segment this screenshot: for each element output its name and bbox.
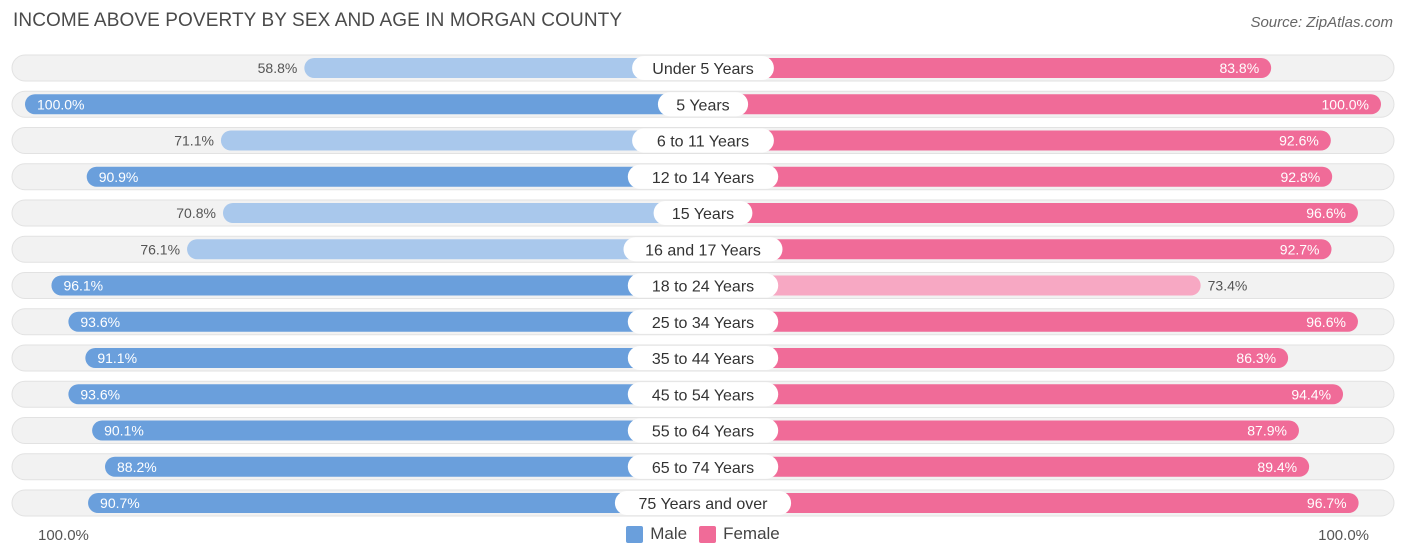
bar-male bbox=[304, 58, 703, 78]
category-pill bbox=[627, 454, 779, 479]
bar-female bbox=[703, 166, 1333, 187]
bar-female bbox=[703, 456, 1310, 477]
chart-title: INCOME ABOVE POVERTY BY SEX AND AGE IN M… bbox=[13, 10, 623, 31]
bar-female bbox=[703, 94, 1381, 115]
bar-female bbox=[703, 58, 1272, 78]
data-label-female: 86.3% bbox=[1236, 350, 1276, 366]
bar-female bbox=[703, 493, 1359, 513]
data-label-male: 96.1% bbox=[63, 278, 103, 294]
category-pill bbox=[627, 346, 779, 370]
bar-female bbox=[703, 384, 1344, 405]
category-label: 65 to 74 Years bbox=[652, 460, 754, 477]
category-pill bbox=[627, 418, 779, 443]
bar-male bbox=[68, 384, 704, 405]
category-pill bbox=[653, 201, 753, 225]
data-label-male: 90.1% bbox=[104, 423, 144, 439]
data-label-male: 90.9% bbox=[99, 169, 139, 185]
legend-label-male: Male bbox=[650, 524, 688, 543]
bar-female bbox=[703, 348, 1289, 368]
category-label: 16 and 17 Years bbox=[645, 242, 761, 259]
category-pill bbox=[627, 309, 779, 334]
data-label-male: 90.7% bbox=[100, 495, 140, 511]
category-label: 25 to 34 Years bbox=[652, 315, 754, 332]
bar-female bbox=[703, 275, 1201, 296]
data-label-female: 92.6% bbox=[1279, 133, 1319, 149]
data-label-male: 70.8% bbox=[176, 205, 216, 221]
chart-plot: 58.8% 83.8% Under 5 Years 100.0% 100.0% 5 Yea… bbox=[11, 54, 1395, 517]
category-pill bbox=[614, 491, 792, 515]
legend-item-female: Female bbox=[699, 524, 780, 544]
bar-male bbox=[25, 94, 703, 115]
data-label-female: 87.9% bbox=[1247, 423, 1287, 439]
data-label-female: 83.8% bbox=[1219, 60, 1259, 76]
legend-label-female: Female bbox=[723, 524, 780, 543]
category-label: 18 to 24 Years bbox=[652, 279, 754, 296]
category-pill bbox=[627, 164, 779, 189]
category-label: 45 to 54 Years bbox=[652, 387, 754, 404]
data-label-male: 58.8% bbox=[258, 60, 298, 76]
bar-male bbox=[220, 130, 703, 151]
category-label: 75 Years and over bbox=[639, 496, 769, 513]
legend-swatch-female bbox=[699, 525, 717, 543]
data-label-female: 92.8% bbox=[1280, 169, 1320, 185]
data-label-female: 96.6% bbox=[1306, 314, 1346, 330]
category-label: 55 to 64 Years bbox=[652, 424, 754, 441]
category-pill bbox=[627, 273, 779, 298]
data-label-male: 88.2% bbox=[117, 459, 157, 475]
axis-right-label: 100.0% bbox=[1318, 527, 1369, 544]
data-label-male: 91.1% bbox=[97, 350, 137, 366]
bar-female bbox=[703, 130, 1331, 151]
category-pill bbox=[632, 56, 774, 80]
data-label-female: 89.4% bbox=[1257, 459, 1297, 475]
axis-left-label: 100.0% bbox=[38, 527, 89, 544]
bar-male bbox=[85, 348, 704, 368]
bar-female bbox=[703, 311, 1358, 332]
data-label-male: 76.1% bbox=[140, 241, 180, 257]
category-label: 6 to 11 Years bbox=[657, 134, 749, 151]
bar-female bbox=[703, 203, 1358, 223]
data-label-male: 93.6% bbox=[80, 386, 120, 402]
category-pill bbox=[623, 237, 783, 262]
data-label-female: 94.4% bbox=[1291, 386, 1331, 402]
data-label-female: 100.0% bbox=[1322, 96, 1369, 112]
chart-source: Source: ZipAtlas.com bbox=[1250, 14, 1393, 31]
legend-swatch-male bbox=[626, 525, 644, 543]
data-label-female: 96.7% bbox=[1307, 495, 1347, 511]
category-pill bbox=[627, 382, 779, 407]
category-label: 5 Years bbox=[676, 97, 729, 114]
category-pill bbox=[632, 128, 774, 153]
bar-male bbox=[88, 493, 703, 513]
data-label-male: 100.0% bbox=[37, 96, 84, 112]
bar-female bbox=[703, 420, 1299, 441]
bar-male bbox=[187, 239, 704, 260]
bar-male bbox=[68, 311, 704, 332]
data-label-male: 93.6% bbox=[80, 314, 120, 330]
data-label-male: 71.1% bbox=[174, 133, 214, 149]
bar-male bbox=[222, 203, 703, 223]
category-label: 35 to 44 Years bbox=[652, 351, 754, 368]
category-label: 15 Years bbox=[672, 206, 734, 223]
bar-male bbox=[105, 456, 703, 477]
bar-male bbox=[51, 275, 703, 296]
bar-female bbox=[703, 239, 1332, 260]
category-label: Under 5 Years bbox=[652, 61, 753, 78]
data-label-female: 96.6% bbox=[1306, 205, 1346, 221]
bar-male bbox=[92, 420, 703, 441]
bar-male bbox=[86, 166, 703, 187]
category-label: 12 to 14 Years bbox=[652, 170, 754, 187]
data-label-female: 92.7% bbox=[1280, 241, 1320, 257]
legend-item-male: Male bbox=[626, 524, 687, 544]
data-label-female: 73.4% bbox=[1208, 278, 1248, 294]
category-pill bbox=[657, 92, 749, 117]
chart-legend: Male Female bbox=[0, 524, 1406, 544]
